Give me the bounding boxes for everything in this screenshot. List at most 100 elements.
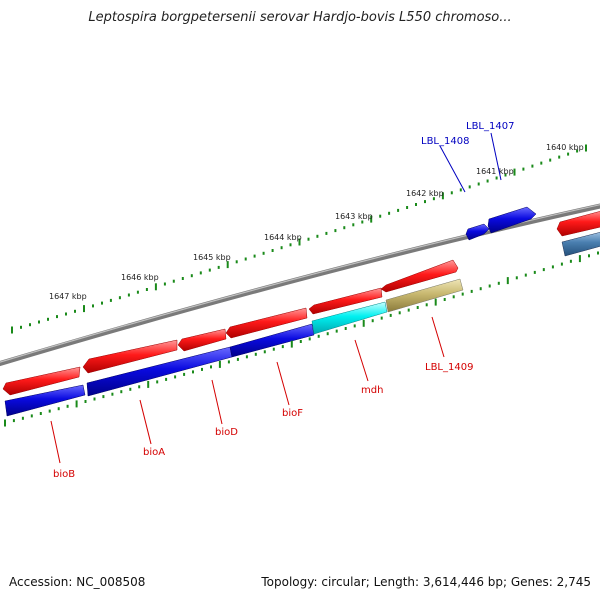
outer-scale-minor-tick xyxy=(118,296,121,300)
backbone-highlight xyxy=(0,204,600,363)
inner-scale-minor-tick xyxy=(210,365,212,369)
gene-forward-arrow-6[interactable] xyxy=(380,259,459,293)
tick-label-1645: 1645 kbp xyxy=(193,253,231,262)
inner-scale-minor-tick xyxy=(569,259,572,263)
outer-scale-minor-tick xyxy=(101,301,103,305)
tick-label-1641: 1641 kbp xyxy=(476,167,514,176)
inner-scale-minor-tick xyxy=(84,400,87,403)
inner-scale-minor-tick xyxy=(560,262,563,266)
inner-scale-minor-tick xyxy=(165,377,168,381)
outer-scale-minor-tick xyxy=(56,315,58,319)
gene-bioB-forward-arrow[interactable] xyxy=(2,366,81,396)
inner-scale-minor-tick xyxy=(272,347,275,351)
outer-scale-minor-tick xyxy=(397,208,400,212)
inner-scale-minor-tick xyxy=(416,306,419,309)
inner-scale-minor-tick xyxy=(542,268,545,272)
label-bioD: bioD xyxy=(215,427,238,438)
label-mdh: mdh xyxy=(361,385,383,396)
inner-scale-minor-tick xyxy=(326,332,329,336)
inner-scale-minor-tick xyxy=(551,265,554,269)
inner-scale-minor-tick xyxy=(138,385,141,389)
outer-scale-minor-tick xyxy=(172,279,175,283)
outer-scale-minor-tick xyxy=(20,325,22,329)
inner-scale-minor-tick xyxy=(407,308,410,312)
outer-scale-ring xyxy=(11,144,587,334)
outer-scale-minor-tick xyxy=(253,254,256,258)
reverse-strand-genes xyxy=(4,206,600,417)
gene-forward-arrow-3[interactable] xyxy=(177,328,227,352)
inner-scale-minor-tick xyxy=(317,334,320,338)
inner-scale-minor-tick xyxy=(389,313,392,317)
inner-scale-minor-tick xyxy=(21,416,24,420)
inner-scale-minor-tick xyxy=(335,329,338,333)
gene-LBL_1408-arrow[interactable] xyxy=(465,223,490,241)
inner-scale-minor-tick xyxy=(588,254,590,258)
outer-scale-minor-tick xyxy=(65,312,67,316)
outer-scale-minor-tick xyxy=(136,290,139,294)
outer-scale-major-tick xyxy=(154,283,157,291)
outer-scale-minor-tick xyxy=(208,268,211,272)
inner-scale-minor-tick xyxy=(299,340,302,343)
gene-bioB-reverse[interactable] xyxy=(4,384,86,417)
outer-scale-minor-tick xyxy=(459,188,462,192)
outer-scale-minor-tick xyxy=(280,246,283,250)
outer-scale-minor-tick xyxy=(244,257,247,261)
gene-forward-arrow-2[interactable] xyxy=(82,339,178,374)
inner-scale-major-tick xyxy=(147,380,150,388)
outer-scale-minor-tick xyxy=(127,293,130,297)
gene-bioD-reverse[interactable] xyxy=(229,323,315,358)
forward-strand-genes xyxy=(2,210,600,396)
outer-scale-major-tick xyxy=(585,144,587,152)
inner-scale-minor-tick xyxy=(111,392,114,396)
inner-scale-minor-tick xyxy=(102,395,105,399)
map-title: Leptospira borgpetersenii serovar Hardjo… xyxy=(88,10,512,25)
outer-scale-minor-tick xyxy=(235,260,238,264)
outer-scale-major-tick xyxy=(11,326,13,334)
outer-scale-minor-tick xyxy=(450,191,453,195)
inner-scale-minor-tick xyxy=(398,311,401,315)
outer-scale-minor-tick xyxy=(307,237,310,241)
inner-scale-major-tick xyxy=(578,255,581,263)
inner-scale-minor-tick xyxy=(93,397,96,401)
outer-scale-major-tick xyxy=(226,261,229,269)
label-leaders xyxy=(50,132,502,464)
inner-scale-minor-tick xyxy=(156,380,159,384)
tick-label-1643: 1643 kbp xyxy=(335,212,373,221)
label-bioA: bioA xyxy=(143,447,165,458)
scale-labels: 1647 kbp 1646 kbp 1645 kbp 1644 kbp 1643… xyxy=(49,143,584,301)
inner-scale-minor-tick xyxy=(488,284,491,288)
label-bioF: bioF xyxy=(282,408,303,419)
inner-scale-minor-tick xyxy=(263,350,266,354)
gene-labels: bioB bioA bioD bioF mdh LBL_1409 LBL_140… xyxy=(53,121,514,480)
outer-scale-minor-tick xyxy=(74,309,76,313)
gene-LBL_1407-arrow[interactable] xyxy=(487,206,537,234)
inner-scale-minor-tick xyxy=(12,419,15,423)
gene-mdh-reverse[interactable] xyxy=(311,301,388,335)
inner-scale-minor-tick xyxy=(281,345,284,349)
outer-scale-minor-tick xyxy=(109,298,112,302)
inner-scale-minor-tick xyxy=(308,337,311,341)
gene-LBL_1409-reverse[interactable] xyxy=(385,278,464,313)
inner-scale-minor-tick xyxy=(443,298,446,301)
inner-scale-minor-tick xyxy=(470,289,473,293)
outer-scale-minor-tick xyxy=(504,173,507,177)
gene-forward-arrow-7[interactable] xyxy=(556,210,600,237)
outer-scale-minor-tick xyxy=(406,206,409,209)
label-LBL_1407: LBL_1407 xyxy=(466,121,514,132)
outer-scale-minor-tick xyxy=(29,323,31,327)
outer-scale-minor-tick xyxy=(576,149,579,153)
outer-scale-minor-tick xyxy=(92,304,94,308)
inner-scale-minor-tick xyxy=(254,352,257,356)
inner-scale-major-tick xyxy=(434,298,437,306)
inner-scale-minor-tick xyxy=(597,251,599,255)
inner-scale-minor-tick xyxy=(120,390,123,394)
tick-label-1646: 1646 kbp xyxy=(121,273,159,282)
outer-scale-minor-tick xyxy=(181,277,184,280)
gene-forward-arrow-4[interactable] xyxy=(225,307,308,339)
gene-steel-reverse[interactable] xyxy=(561,231,600,257)
inner-scale-major-tick xyxy=(4,419,6,427)
chromosome-backbone xyxy=(0,203,600,367)
outer-scale-major-tick xyxy=(513,168,516,176)
outer-scale-major-tick xyxy=(83,305,85,313)
gene-forward-arrow-5[interactable] xyxy=(308,287,383,315)
